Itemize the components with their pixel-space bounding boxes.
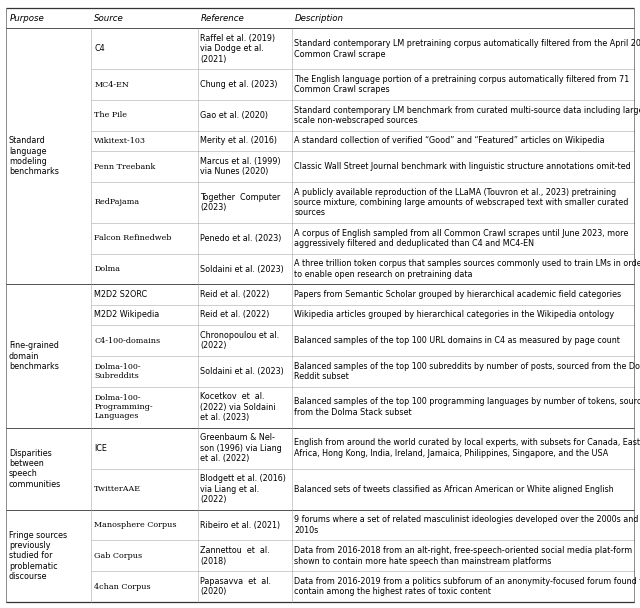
Text: Standard contemporary LM benchmark from curated multi-source data including larg: Standard contemporary LM benchmark from …: [294, 106, 640, 125]
Text: MC4-EN: MC4-EN: [94, 81, 129, 89]
Text: Reid et al. (2022): Reid et al. (2022): [200, 311, 269, 319]
Text: Wikitext-103: Wikitext-103: [94, 137, 147, 145]
Text: Marcus et al. (1999)
via Nunes (2020): Marcus et al. (1999) via Nunes (2020): [200, 157, 281, 176]
Text: Kocetkov  et  al.
(2022) via Soldaini
et al. (2023): Kocetkov et al. (2022) via Soldaini et a…: [200, 392, 276, 422]
Text: A publicly available reproduction of the LLaMA (Touvron et al., 2023) pretrainin: A publicly available reproduction of the…: [294, 187, 628, 217]
Text: Data from 2016-2018 from an alt-right, free-speech-oriented social media plat-fo: Data from 2016-2018 from an alt-right, f…: [294, 546, 632, 565]
Text: Ribeiro et al. (2021): Ribeiro et al. (2021): [200, 520, 280, 530]
Text: Balanced samples of the top 100 subreddits by number of posts, sourced from the : Balanced samples of the top 100 subreddi…: [294, 362, 640, 381]
Text: Balanced sets of tweets classified as African American or White aligned English: Balanced sets of tweets classified as Af…: [294, 485, 614, 494]
Text: Dolma-100-
Programming-
Languages: Dolma-100- Programming- Languages: [94, 394, 153, 420]
Text: Dolma-100-
Subreddits: Dolma-100- Subreddits: [94, 362, 141, 380]
Text: Standard contemporary LM pretraining corpus automatically filtered from the Apri: Standard contemporary LM pretraining cor…: [294, 39, 640, 58]
Text: Chung et al. (2023): Chung et al. (2023): [200, 80, 278, 89]
Text: Greenbaum & Nel-
son (1996) via Liang
et al. (2022): Greenbaum & Nel- son (1996) via Liang et…: [200, 434, 282, 463]
Text: TwitterAAE: TwitterAAE: [94, 485, 141, 493]
Text: Balanced samples of the top 100 URL domains in C4 as measured by page count: Balanced samples of the top 100 URL doma…: [294, 336, 620, 345]
Text: C4-100-domains: C4-100-domains: [94, 336, 161, 345]
Text: Reid et al. (2022): Reid et al. (2022): [200, 290, 269, 299]
Text: A three trillion token corpus that samples sources commonly used to train LMs in: A three trillion token corpus that sampl…: [294, 260, 640, 278]
Text: Wikipedia articles grouped by hierarchical categories in the Wikipedia ontology: Wikipedia articles grouped by hierarchic…: [294, 311, 614, 319]
Text: Papers from Semantic Scholar grouped by hierarchical academic field categories: Papers from Semantic Scholar grouped by …: [294, 290, 621, 299]
Text: Classic Wall Street Journal benchmark with linguistic structure annotations omit: Classic Wall Street Journal benchmark wi…: [294, 162, 631, 171]
Text: The Pile: The Pile: [94, 111, 127, 119]
Text: M2D2 Wikipedia: M2D2 Wikipedia: [94, 311, 159, 319]
Text: 9 forums where a set of related masculinist ideologies developed over the 2000s : 9 forums where a set of related masculin…: [294, 516, 639, 535]
Text: Penedo et al. (2023): Penedo et al. (2023): [200, 234, 282, 243]
Text: Raffel et al. (2019)
via Dodge et al.
(2021): Raffel et al. (2019) via Dodge et al. (2…: [200, 34, 275, 64]
Text: M2D2 S2ORC: M2D2 S2ORC: [94, 290, 147, 299]
Text: Disparities
between
speech
communities: Disparities between speech communities: [9, 449, 61, 489]
Text: Papasavva  et  al.
(2020): Papasavva et al. (2020): [200, 577, 271, 596]
Text: Chronopoulou et al.
(2022): Chronopoulou et al. (2022): [200, 331, 280, 350]
Text: English from around the world curated by local experts, with subsets for Canada,: English from around the world curated by…: [294, 438, 640, 458]
Text: Merity et al. (2016): Merity et al. (2016): [200, 136, 277, 145]
Text: Gao et al. (2020): Gao et al. (2020): [200, 111, 268, 120]
Text: A corpus of English sampled from all Common Crawl scrapes until June 2023, more
: A corpus of English sampled from all Com…: [294, 229, 628, 248]
Text: Fringe sources
previously
studied for
problematic
discourse: Fringe sources previously studied for pr…: [9, 531, 67, 581]
Text: Soldaini et al. (2023): Soldaini et al. (2023): [200, 367, 284, 376]
Text: C4: C4: [94, 44, 105, 54]
Text: ICE: ICE: [94, 444, 107, 453]
Text: Fine-grained
domain
benchmarks: Fine-grained domain benchmarks: [9, 341, 59, 371]
Text: Reference: Reference: [201, 13, 244, 22]
Text: Dolma: Dolma: [94, 265, 120, 273]
Text: RedPajama: RedPajama: [94, 198, 140, 207]
Text: Description: Description: [295, 13, 344, 22]
Text: Together  Computer
(2023): Together Computer (2023): [200, 193, 280, 212]
Text: Source: Source: [94, 13, 124, 22]
Text: Purpose: Purpose: [10, 13, 44, 22]
Text: Soldaini et al. (2023): Soldaini et al. (2023): [200, 264, 284, 274]
Text: Blodgett et al. (2016)
via Liang et al.
(2022): Blodgett et al. (2016) via Liang et al. …: [200, 474, 286, 504]
Text: Data from 2016-2019 from a politics subforum of an anonymity-focused forum found: Data from 2016-2019 from a politics subf…: [294, 577, 640, 596]
Text: Manosphere Corpus: Manosphere Corpus: [94, 521, 177, 529]
Text: The English language portion of a pretraining corpus automatically filtered from: The English language portion of a pretra…: [294, 75, 630, 94]
Text: Zannettou  et  al.
(2018): Zannettou et al. (2018): [200, 546, 270, 565]
Text: Penn Treebank: Penn Treebank: [94, 162, 156, 170]
Text: Standard
language
modeling
benchmarks: Standard language modeling benchmarks: [9, 136, 59, 176]
Text: Balanced samples of the top 100 programming languages by number of tokens, sourc: Balanced samples of the top 100 programm…: [294, 398, 640, 417]
Text: 4chan Corpus: 4chan Corpus: [94, 582, 151, 590]
Text: A standard collection of verified “Good” and “Featured” articles on Wikipedia: A standard collection of verified “Good”…: [294, 136, 605, 145]
Text: Gab Corpus: Gab Corpus: [94, 552, 142, 560]
Text: Falcon Refinedweb: Falcon Refinedweb: [94, 234, 172, 243]
